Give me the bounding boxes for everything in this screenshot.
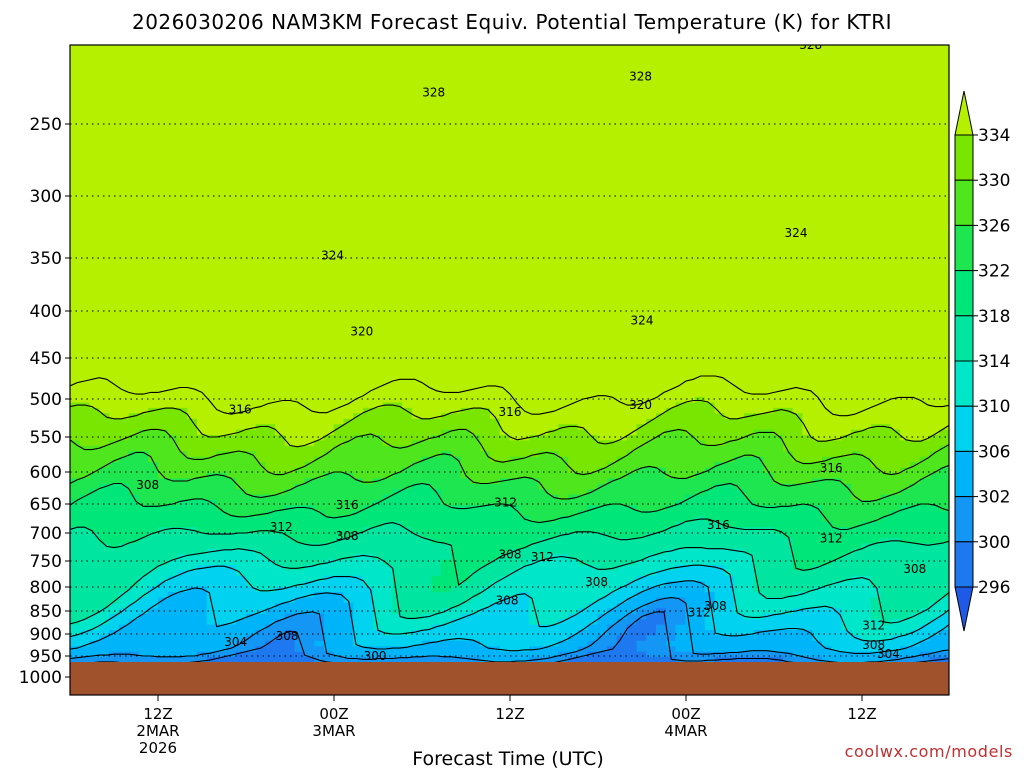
contour-label: 328: [799, 45, 822, 52]
x-tick-label: 12Z: [495, 705, 524, 723]
plot-area: 328 328 328 324 324 324 320 320 316 316 316 316 316 3…: [70, 45, 949, 695]
colorbar-tick-label: 300: [978, 533, 1010, 553]
colorbar-segment: [954, 496, 974, 543]
contour-label: 316: [499, 405, 522, 419]
contour-line: [70, 375, 949, 417]
colorbar-tick-label: 326: [978, 216, 1010, 236]
x-tick-label: 2MAR: [136, 722, 179, 740]
contour-label: 308: [276, 629, 299, 643]
colorbar-tick-label: 314: [978, 352, 1010, 372]
colorbar-tick-label: 322: [978, 262, 1010, 282]
contour-label: 324: [785, 226, 808, 240]
x-tick-label: 12Z: [143, 705, 172, 723]
y-tick-label: 950: [30, 647, 62, 667]
colorbar-segment: [954, 360, 974, 407]
contour-label: 316: [229, 403, 252, 417]
colorbar-segment: [954, 541, 974, 588]
contour-label: 300: [364, 649, 387, 663]
colorbar-segment: [954, 270, 974, 317]
colorbar-segment: [954, 405, 974, 452]
x-tick-label: 4MAR: [664, 722, 707, 740]
contour-line: [70, 428, 949, 476]
x-tick-label: 3MAR: [312, 722, 355, 740]
credit-text: coolwx.com/models: [845, 742, 1013, 761]
contour-label: 308: [499, 547, 522, 561]
contour-label: 308: [585, 575, 608, 589]
y-tick-label: 650: [30, 495, 62, 515]
contour-label: 308: [862, 638, 885, 652]
contour-label: 312: [862, 619, 885, 633]
contour-label: 304: [877, 647, 900, 661]
contour-line: [70, 547, 949, 625]
y-tick-label: 600: [30, 463, 62, 483]
contour-label: 308: [704, 599, 727, 613]
contour-label: 308: [903, 562, 926, 576]
contour-label: 324: [631, 313, 654, 327]
y-tick-label: 350: [30, 249, 62, 269]
colorbar: 296 300 302 306 310 314 318 322 326 330 334: [954, 90, 1010, 632]
y-tick-label: 1000: [19, 668, 62, 688]
colorbar-bottom-arrow: [954, 586, 974, 632]
colorbar-top-arrow: [954, 90, 974, 136]
contour-label: 328: [629, 70, 652, 84]
contour-label: 316: [707, 518, 730, 532]
colorbar-segment: [954, 315, 974, 362]
contour-label: 316: [820, 461, 843, 475]
y-tick-label: 700: [30, 524, 62, 544]
x-axis-label: Forecast Time (UTC): [412, 748, 603, 768]
y-tick-label: 750: [30, 552, 62, 572]
contour-label: 308: [496, 593, 519, 607]
colorbar-tick-label: 310: [978, 397, 1010, 417]
y-tick-label: 500: [30, 390, 62, 410]
contour-label: 308: [136, 478, 159, 492]
x-tick-label: 2026: [139, 739, 177, 757]
colorbar-segment: [954, 134, 974, 181]
y-tick-label: 400: [30, 302, 62, 322]
y-tick-label: 800: [30, 578, 62, 598]
contour-label: 320: [350, 325, 373, 339]
gridlines: [70, 123, 949, 678]
y-tick-label: 450: [30, 349, 62, 369]
y-tick-label: 300: [30, 187, 62, 207]
contour-label: 320: [629, 398, 652, 412]
contour-line: [70, 451, 949, 502]
colorbar-tick-label: 302: [978, 488, 1010, 508]
colorbar-segment: [954, 224, 974, 272]
y-tick-label: 250: [30, 115, 62, 135]
y-tick-label: 900: [30, 625, 62, 645]
contour-labels: 328 328 328 324 324 324 320 320 316 316 316 316 316 3…: [136, 45, 926, 663]
colorbar-tick-label: 334: [978, 126, 1010, 146]
chart-title: 2026030206 NAM3KM Forecast Equiv. Potent…: [132, 10, 892, 34]
contour-label: 324: [321, 249, 344, 263]
x-tick-label: 00Z: [671, 705, 700, 723]
y-tick-label: 850: [30, 602, 62, 622]
contour-label: 312: [270, 520, 293, 534]
colorbar-tick-label: 330: [978, 171, 1010, 191]
contour-label: 328: [422, 85, 445, 99]
contour-line: [70, 482, 949, 531]
contour-label: 304: [224, 635, 247, 649]
y-tick-label: 550: [30, 428, 62, 448]
colorbar-segment: [954, 450, 974, 498]
contour-line: [70, 564, 949, 642]
contour-label: 308: [336, 529, 359, 543]
contour-label: 312: [494, 496, 517, 510]
contour-line: [70, 518, 949, 586]
contour-line: [70, 580, 949, 654]
y-axis-ticks: 250 300 350 400 450 500 550 600 650 700 750 800 850 9…: [19, 115, 70, 688]
colorbar-tick-label: 296: [978, 578, 1010, 598]
contour-label: 312: [820, 532, 843, 546]
contour-label: 316: [336, 498, 359, 512]
contour-label: 312: [531, 550, 554, 564]
colorbar-tick-label: 306: [978, 442, 1010, 462]
contour-label: 312: [688, 605, 711, 619]
colorbar-segment: [954, 179, 974, 226]
x-tick-label: 12Z: [847, 705, 876, 723]
contour-line: [70, 597, 949, 664]
x-tick-label: 00Z: [319, 705, 348, 723]
colorbar-tick-label: 318: [978, 307, 1010, 327]
ground: [70, 662, 949, 695]
